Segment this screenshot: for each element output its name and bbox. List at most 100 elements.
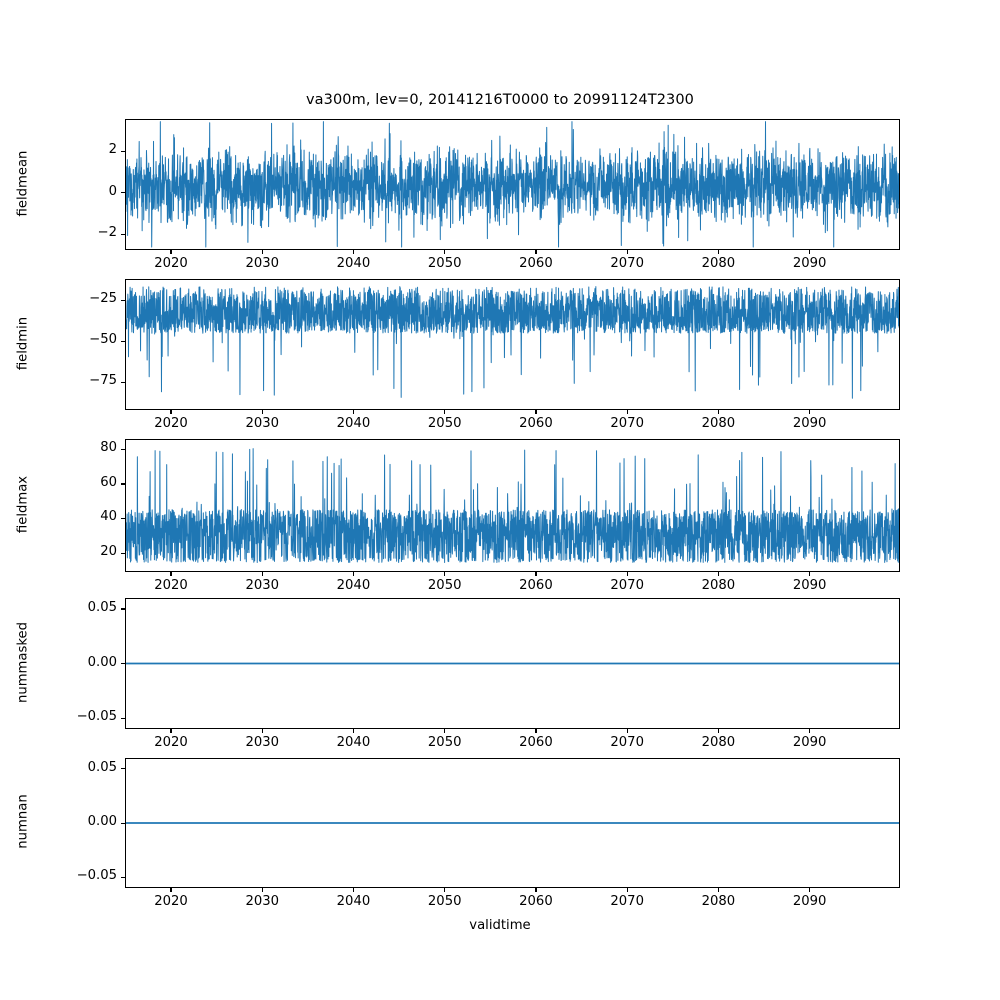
- y-tick-label-fieldmax: 80: [100, 440, 117, 456]
- x-tick-mark: [535, 250, 537, 254]
- x-tick-mark: [626, 888, 628, 892]
- x-tick-label: 2030: [245, 578, 279, 593]
- subplot-fieldmax: [125, 439, 900, 572]
- y-tick-mark-fieldmean: [121, 192, 125, 194]
- y-tick-mark-numnan: [121, 768, 125, 770]
- x-tick-label: 2070: [610, 416, 644, 431]
- x-tick-label: 2070: [610, 578, 644, 593]
- x-tick-mark: [261, 572, 263, 576]
- y-tick-label-fieldmean: 2: [108, 142, 117, 158]
- x-tick-label: 2070: [610, 735, 644, 750]
- subplot-numnan: [125, 758, 900, 888]
- y-tick-mark-fieldmin: [121, 299, 125, 301]
- y-tick-label-fieldmax: 60: [100, 474, 117, 490]
- y-tick-label-fieldmin: −75: [89, 373, 117, 389]
- x-tick-mark: [626, 729, 628, 733]
- y-tick-label-nummasked: −0.05: [76, 709, 117, 725]
- y-tick-label-fieldmax: 20: [100, 544, 117, 559]
- x-tick-label: 2090: [792, 416, 827, 431]
- y-tick-mark-nummasked: [121, 663, 125, 665]
- x-tick-label: 2020: [154, 256, 188, 271]
- series-numnan: [126, 759, 899, 887]
- series-fieldmean: [126, 120, 899, 249]
- x-tick-label: 2050: [427, 735, 462, 750]
- x-tick-label: 2030: [245, 894, 279, 909]
- x-tick-mark: [170, 729, 172, 733]
- x-tick-mark: [717, 410, 720, 414]
- x-tick-mark: [809, 888, 811, 892]
- series-fieldmax: [126, 440, 899, 571]
- x-tick-mark: [717, 572, 720, 576]
- y-tick-mark-nummasked: [121, 717, 125, 719]
- y-tick-mark-numnan: [121, 822, 125, 824]
- subplot-nummasked: [125, 598, 900, 729]
- series-fieldmin: [126, 280, 899, 409]
- x-tick-label: 2040: [336, 578, 371, 593]
- y-tick-label-fieldmax: 40: [100, 509, 117, 525]
- y-tick-label-nummasked: 0.00: [87, 654, 117, 670]
- y-tick-mark-nummasked: [121, 608, 125, 610]
- x-tick-label: 2060: [519, 894, 553, 909]
- y-tick-mark-fieldmin: [121, 381, 125, 383]
- x-tick-mark: [535, 410, 537, 414]
- y-axis-label-numnan: numnan: [15, 794, 31, 849]
- x-tick-label: 2040: [336, 735, 371, 750]
- x-axis-label: validtime: [469, 918, 531, 933]
- x-tick-mark: [444, 250, 446, 254]
- y-tick-mark-fieldmax: [121, 483, 125, 485]
- x-tick-mark: [352, 410, 355, 414]
- y-tick-mark-fieldmean: [121, 233, 125, 235]
- x-tick-mark: [261, 888, 263, 892]
- y-tick-mark-fieldmin: [121, 340, 125, 342]
- chart-title: va300m, lev=0, 20141216T0000 to 20991124…: [305, 92, 694, 108]
- x-tick-mark: [352, 888, 355, 892]
- x-tick-label: 2030: [245, 735, 279, 750]
- x-tick-mark: [626, 572, 628, 576]
- series-nummasked: [126, 599, 899, 728]
- x-tick-mark: [261, 410, 263, 414]
- x-tick-mark: [717, 888, 720, 892]
- x-tick-mark: [809, 250, 811, 254]
- y-tick-mark-fieldmean: [121, 150, 125, 152]
- x-tick-label: 2090: [792, 735, 827, 750]
- x-tick-label: 2060: [519, 735, 553, 750]
- x-tick-mark: [170, 572, 172, 576]
- x-tick-label: 2090: [792, 894, 827, 909]
- x-tick-mark: [444, 410, 446, 414]
- x-tick-label: 2050: [427, 894, 462, 909]
- x-tick-mark: [809, 410, 811, 414]
- x-tick-mark: [535, 888, 537, 892]
- y-tick-label-nummasked: 0.05: [87, 599, 117, 615]
- x-tick-label: 2040: [336, 894, 371, 909]
- x-tick-mark: [170, 410, 172, 414]
- x-tick-mark: [717, 729, 720, 733]
- x-tick-mark: [809, 729, 811, 733]
- x-tick-label: 2080: [701, 735, 736, 750]
- x-tick-mark: [717, 250, 720, 254]
- y-tick-label-numnan: −0.05: [76, 868, 117, 884]
- y-tick-label-fieldmin: −25: [89, 291, 117, 307]
- y-axis-label-fieldmax: fieldmax: [15, 475, 31, 533]
- x-tick-mark: [444, 729, 446, 733]
- x-tick-label: 2080: [701, 578, 736, 593]
- y-tick-mark-fieldmax: [121, 517, 125, 520]
- x-tick-label: 2070: [610, 894, 644, 909]
- subplot-fieldmean: [125, 119, 900, 250]
- y-tick-label-numnan: 0.00: [87, 814, 117, 829]
- x-tick-mark: [809, 572, 811, 576]
- y-tick-label-fieldmin: −50: [89, 332, 117, 348]
- x-tick-label: 2090: [792, 256, 827, 271]
- x-tick-mark: [170, 250, 172, 254]
- x-tick-label: 2060: [519, 578, 553, 593]
- y-tick-label-numnan: 0.05: [87, 759, 117, 775]
- y-axis-label-fieldmin: fieldmin: [15, 316, 31, 370]
- y-axis-label-nummasked: nummasked: [15, 621, 31, 703]
- y-tick-label-fieldmean: 0: [108, 183, 117, 199]
- x-tick-mark: [535, 729, 537, 733]
- x-tick-mark: [626, 410, 628, 414]
- x-tick-label: 2050: [427, 256, 462, 271]
- x-tick-mark: [352, 250, 355, 254]
- x-tick-label: 2040: [336, 416, 371, 431]
- x-tick-label: 2040: [336, 256, 371, 271]
